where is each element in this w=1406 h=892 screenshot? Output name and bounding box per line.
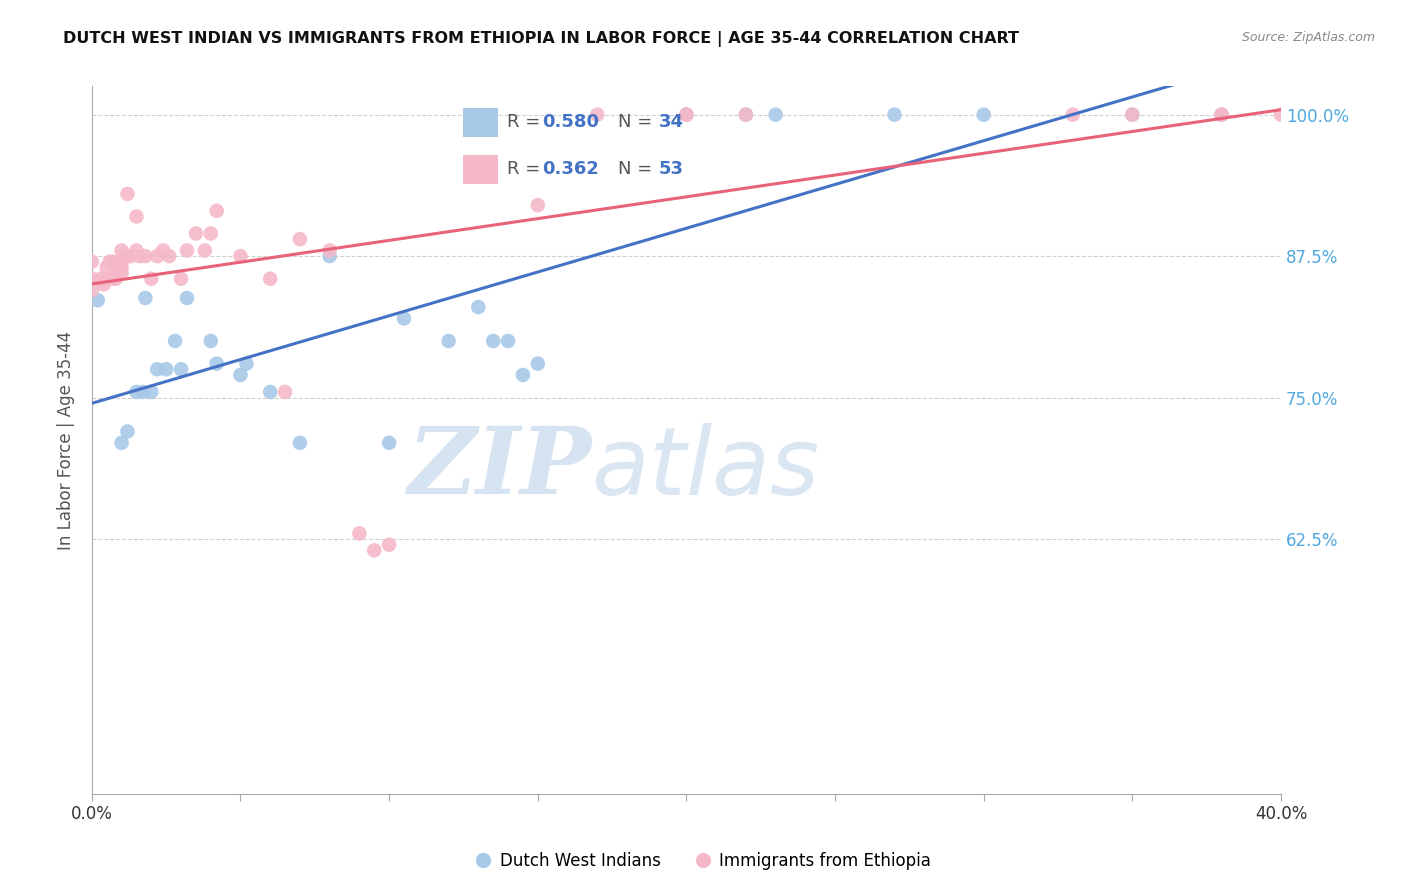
- Point: [1211, 108, 1233, 122]
- Text: Source: ZipAtlas.com: Source: ZipAtlas.com: [1241, 31, 1375, 45]
- Point: [134, 291, 156, 305]
- Point: [165, 334, 187, 348]
- Point: [101, 271, 124, 285]
- Point: [96, 260, 118, 275]
- Point: [157, 249, 180, 263]
- Point: [155, 362, 177, 376]
- Point: [318, 244, 340, 258]
- Point: [288, 435, 311, 450]
- Text: ZIP: ZIP: [406, 424, 592, 513]
- Point: [131, 384, 153, 399]
- Point: [349, 526, 371, 541]
- Point: [114, 249, 136, 263]
- Point: [259, 384, 281, 399]
- Point: [170, 271, 193, 285]
- Point: [1211, 108, 1233, 122]
- Point: [80, 283, 103, 297]
- Legend: Dutch West Indians, Immigrants from Ethiopia: Dutch West Indians, Immigrants from Ethi…: [468, 846, 938, 877]
- Point: [80, 254, 103, 268]
- Point: [229, 368, 252, 382]
- Point: [274, 384, 297, 399]
- Point: [107, 254, 129, 268]
- Point: [101, 254, 124, 268]
- Point: [93, 277, 115, 292]
- Point: [125, 384, 148, 399]
- Point: [526, 198, 548, 212]
- Point: [973, 108, 995, 122]
- Point: [318, 249, 340, 263]
- Point: [229, 249, 252, 263]
- Point: [125, 210, 148, 224]
- Point: [675, 108, 697, 122]
- Point: [104, 271, 127, 285]
- Point: [128, 249, 150, 263]
- Y-axis label: In Labor Force | Age 35-44: In Labor Force | Age 35-44: [58, 330, 75, 549]
- Point: [98, 254, 121, 268]
- Point: [765, 108, 787, 122]
- Point: [96, 271, 118, 285]
- Point: [200, 334, 222, 348]
- Point: [392, 311, 415, 326]
- Point: [363, 543, 385, 558]
- Point: [1121, 108, 1143, 122]
- Point: [734, 108, 756, 122]
- Point: [482, 334, 505, 348]
- Point: [146, 362, 169, 376]
- Point: [378, 435, 401, 450]
- Point: [141, 384, 163, 399]
- Point: [1121, 108, 1143, 122]
- Point: [110, 435, 132, 450]
- Point: [110, 254, 132, 268]
- Point: [512, 368, 534, 382]
- Point: [194, 244, 217, 258]
- Point: [205, 357, 228, 371]
- Point: [87, 293, 110, 308]
- Point: [200, 227, 222, 241]
- Point: [125, 244, 148, 258]
- Point: [104, 260, 127, 275]
- Point: [496, 334, 519, 348]
- Point: [110, 260, 132, 275]
- Point: [176, 291, 198, 305]
- Point: [205, 203, 228, 218]
- Point: [675, 108, 697, 122]
- Point: [437, 334, 460, 348]
- Point: [98, 271, 121, 285]
- Point: [176, 244, 198, 258]
- Point: [120, 249, 142, 263]
- Point: [110, 266, 132, 280]
- Point: [90, 271, 112, 285]
- Point: [288, 232, 311, 246]
- Point: [117, 425, 139, 439]
- Point: [184, 227, 207, 241]
- Point: [467, 300, 489, 314]
- Point: [141, 271, 163, 285]
- Point: [1270, 108, 1292, 122]
- Point: [110, 244, 132, 258]
- Point: [1211, 108, 1233, 122]
- Point: [152, 244, 174, 258]
- Point: [117, 186, 139, 201]
- Point: [80, 271, 103, 285]
- Text: atlas: atlas: [592, 423, 820, 514]
- Point: [734, 108, 756, 122]
- Point: [235, 357, 257, 371]
- Point: [146, 249, 169, 263]
- Point: [259, 271, 281, 285]
- Point: [526, 357, 548, 371]
- Point: [675, 108, 697, 122]
- Text: DUTCH WEST INDIAN VS IMMIGRANTS FROM ETHIOPIA IN LABOR FORCE | AGE 35-44 CORRELA: DUTCH WEST INDIAN VS IMMIGRANTS FROM ETH…: [63, 31, 1019, 47]
- Point: [1062, 108, 1084, 122]
- Point: [586, 108, 609, 122]
- Point: [378, 538, 401, 552]
- Point: [170, 362, 193, 376]
- Point: [134, 249, 156, 263]
- Point: [883, 108, 905, 122]
